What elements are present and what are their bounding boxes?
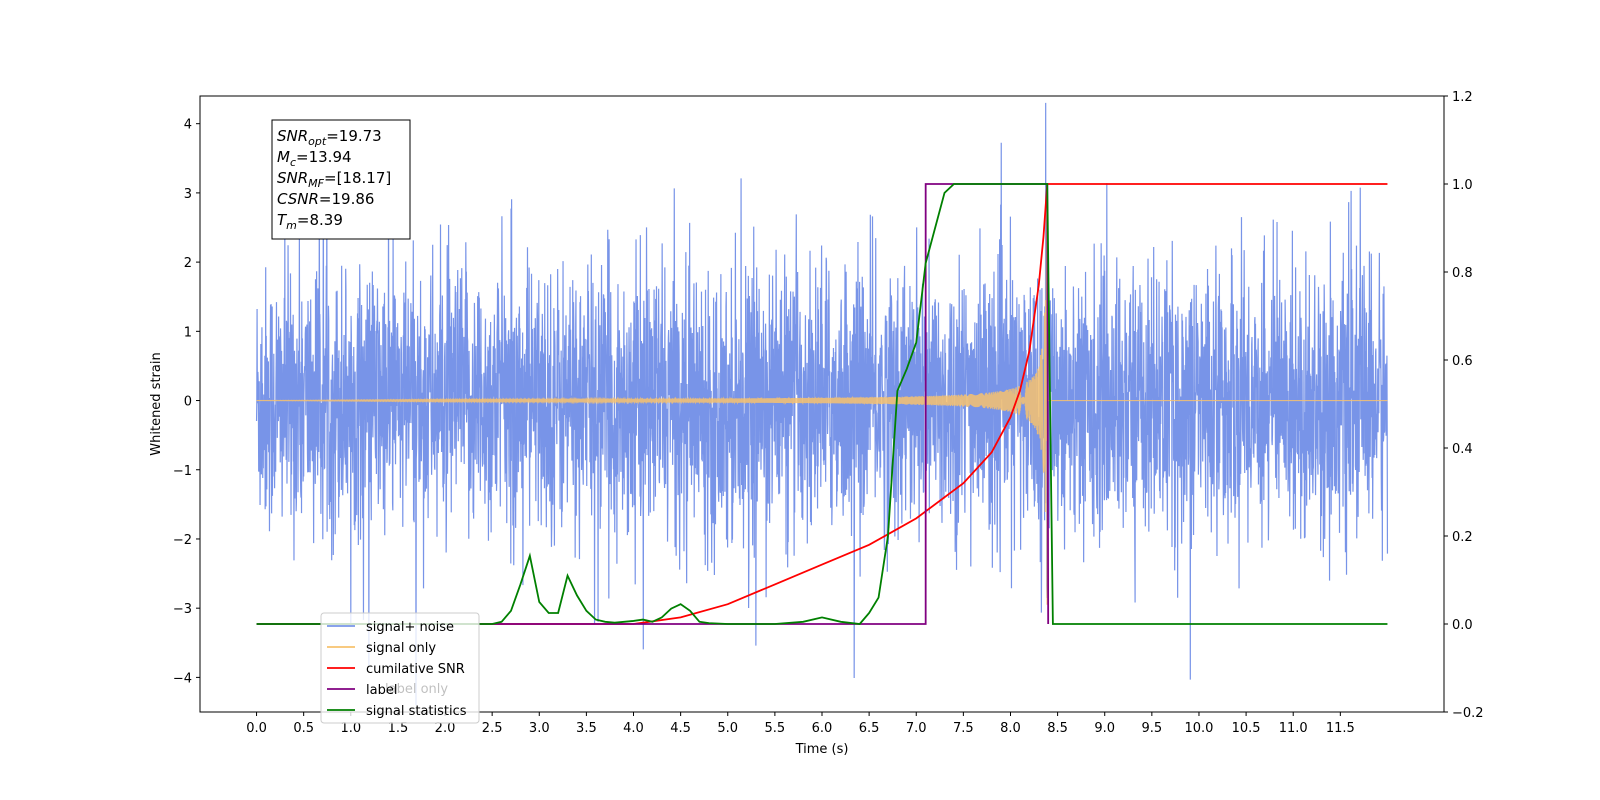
x-tick-label: 8.5 [1047,721,1068,736]
y-tick-label: −4 [173,671,192,686]
y2-tick-label: 1.0 [1452,178,1473,193]
series-cumulative-snr [256,183,1388,625]
x-tick-label: 9.0 [1094,721,1115,736]
series-signal-noise [255,102,1389,706]
annotation-line: SNRMF=[18.17] [277,169,391,190]
y2-tick-label: 0.0 [1452,618,1473,633]
y-axis-label: Whitened strain [149,352,164,455]
x-tick-label: 10.5 [1232,721,1261,736]
x-tick-label: 2.0 [435,721,456,736]
y-tick-label: −2 [173,533,192,548]
x-tick-label: 8.0 [1000,721,1021,736]
annotation-frame [271,119,411,240]
legend: label only signal+ noise signal only cumila… [320,612,480,724]
series-signal-only [256,186,1388,605]
y-tick-label: 2 [184,256,192,271]
x-tick-label: 2.5 [482,721,503,736]
y-tick-label: 4 [184,118,192,133]
annotation-line: Tm=8.39 [277,211,343,232]
x-tick-label: 0.0 [246,721,267,736]
annotation-line: CSNR=19.86 [277,190,374,208]
annotation-line: Mc=13.94 [277,148,352,169]
x-tick-label: 7.5 [953,721,974,736]
legend-entry: cumilative SNR [366,662,465,677]
x-tick-label: 1.5 [388,721,409,736]
x-tick-label: 11.5 [1326,721,1355,736]
x-tick-label: 11.0 [1279,721,1308,736]
x-tick-label: 3.0 [529,721,550,736]
legend-entry: label [366,683,397,698]
y-tick-label: 1 [184,325,192,340]
x-tick-label: 3.5 [576,721,597,736]
y2-tick-label: −0.2 [1452,706,1484,721]
annotation-box: SNRopt=19.73Mc=13.94SNRMF=[18.17]CSNR=19… [271,119,411,240]
x-tick-label: 4.0 [623,721,644,736]
y-axis-left: 4 3 2 1 0 −1 −2 −3 −4 [173,118,200,686]
series-label [256,183,1050,625]
x-tick-label: 1.0 [340,721,361,736]
y2-tick-label: 0.4 [1452,442,1473,457]
legend-frame [320,612,480,724]
x-tick-label: 9.5 [1142,721,1163,736]
x-axis-label: Time (s) [795,742,849,757]
y2-tick-label: 0.2 [1452,530,1473,545]
x-tick-label: 5.5 [765,721,786,736]
y-tick-label: 3 [184,187,192,202]
x-tick-label: 6.5 [859,721,880,736]
legend-entry: signal only [366,641,436,656]
y-tick-label: −3 [173,602,192,617]
y-axis-right: 1.2 1.0 0.8 0.6 0.4 0.2 0.0 −0.2 [1444,90,1484,721]
y-tick-label: −1 [173,464,192,479]
x-tick-label: 5.0 [717,721,738,736]
x-tick-label: 4.5 [670,721,691,736]
x-tick-label: 0.5 [293,721,314,736]
legend-entry: signal statistics [366,704,467,719]
y2-tick-label: 1.2 [1452,90,1473,105]
x-tick-label: 7.0 [906,721,927,736]
legend-entry: signal+ noise [366,620,454,635]
y-tick-label: 0 [184,395,192,410]
y2-tick-label: 0.6 [1452,354,1473,369]
annotation-line: SNRopt=19.73 [277,127,382,148]
x-tick-label: 6.0 [812,721,833,736]
series-signal-statistics [256,183,1388,625]
series-layer [255,102,1389,706]
x-tick-label: 10.0 [1184,721,1213,736]
y2-tick-label: 0.8 [1452,266,1473,281]
legend-ghost-text: label only [385,682,448,697]
x-axis: 0.0 0.5 1.0 1.5 2.0 2.5 3.0 3.5 4.0 4.5 5.0 5.5 6.0 6… [246,712,1355,736]
